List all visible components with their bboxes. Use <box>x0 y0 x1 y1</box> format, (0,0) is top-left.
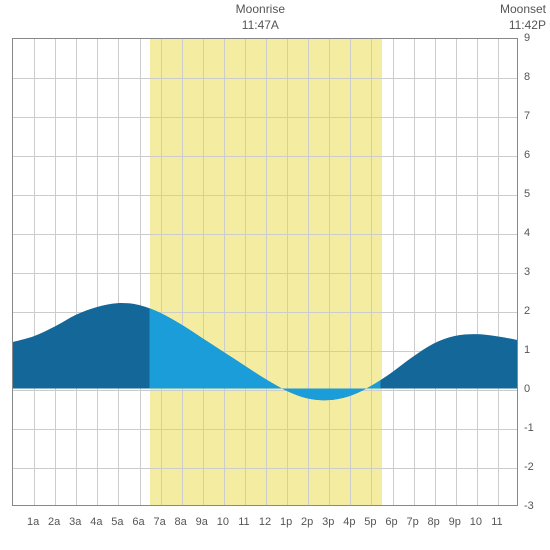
x-tick: 4a <box>90 516 102 528</box>
y-tick: 2 <box>524 305 530 317</box>
y-tick: 0 <box>524 383 530 395</box>
x-tick: 10 <box>470 516 482 528</box>
moonrise-caption: Moonrise <box>236 2 285 16</box>
x-tick: 9a <box>196 516 208 528</box>
y-tick: 3 <box>524 266 530 278</box>
x-tick: 7p <box>406 516 418 528</box>
moonrise-time: 11:47A <box>242 18 279 32</box>
y-tick: 8 <box>524 71 530 83</box>
y-tick: 6 <box>524 149 530 161</box>
x-tick: 8a <box>175 516 187 528</box>
x-tick: 7a <box>153 516 165 528</box>
tide-chart-container: Moonrise 11:47A Moonset 11:42P -3-2-1012… <box>0 0 550 550</box>
x-tick: 5a <box>111 516 123 528</box>
y-tick: 7 <box>524 110 530 122</box>
x-tick: 1a <box>27 516 39 528</box>
x-tick: 11 <box>491 516 502 528</box>
x-tick: 3a <box>69 516 81 528</box>
moonset-time: 11:42P <box>509 18 546 32</box>
x-tick: 6p <box>385 516 397 528</box>
x-tick: 4p <box>343 516 355 528</box>
x-tick: 3p <box>322 516 334 528</box>
moonset-caption: Moonset <box>500 2 546 16</box>
x-tick: 2p <box>301 516 313 528</box>
y-tick: 1 <box>524 344 530 356</box>
moonset-label: Moonset 11:42P <box>500 2 546 33</box>
y-tick: -1 <box>524 422 534 434</box>
y-tick: 5 <box>524 188 530 200</box>
x-tick: 9p <box>449 516 461 528</box>
x-tick: 10 <box>217 516 229 528</box>
x-tick: 1p <box>280 516 292 528</box>
x-tick: 8p <box>428 516 440 528</box>
y-tick: -3 <box>524 500 534 512</box>
x-tick: 6a <box>132 516 144 528</box>
y-tick: -2 <box>524 461 534 473</box>
x-tick: 2a <box>48 516 60 528</box>
tide-area <box>13 39 517 505</box>
y-tick: 4 <box>524 227 530 239</box>
x-tick: 12 <box>259 516 271 528</box>
x-tick: 5p <box>364 516 376 528</box>
x-tick: 11 <box>238 516 249 528</box>
y-tick: 9 <box>524 32 530 44</box>
plot-area <box>12 38 518 506</box>
moonrise-label: Moonrise 11:47A <box>230 2 290 33</box>
